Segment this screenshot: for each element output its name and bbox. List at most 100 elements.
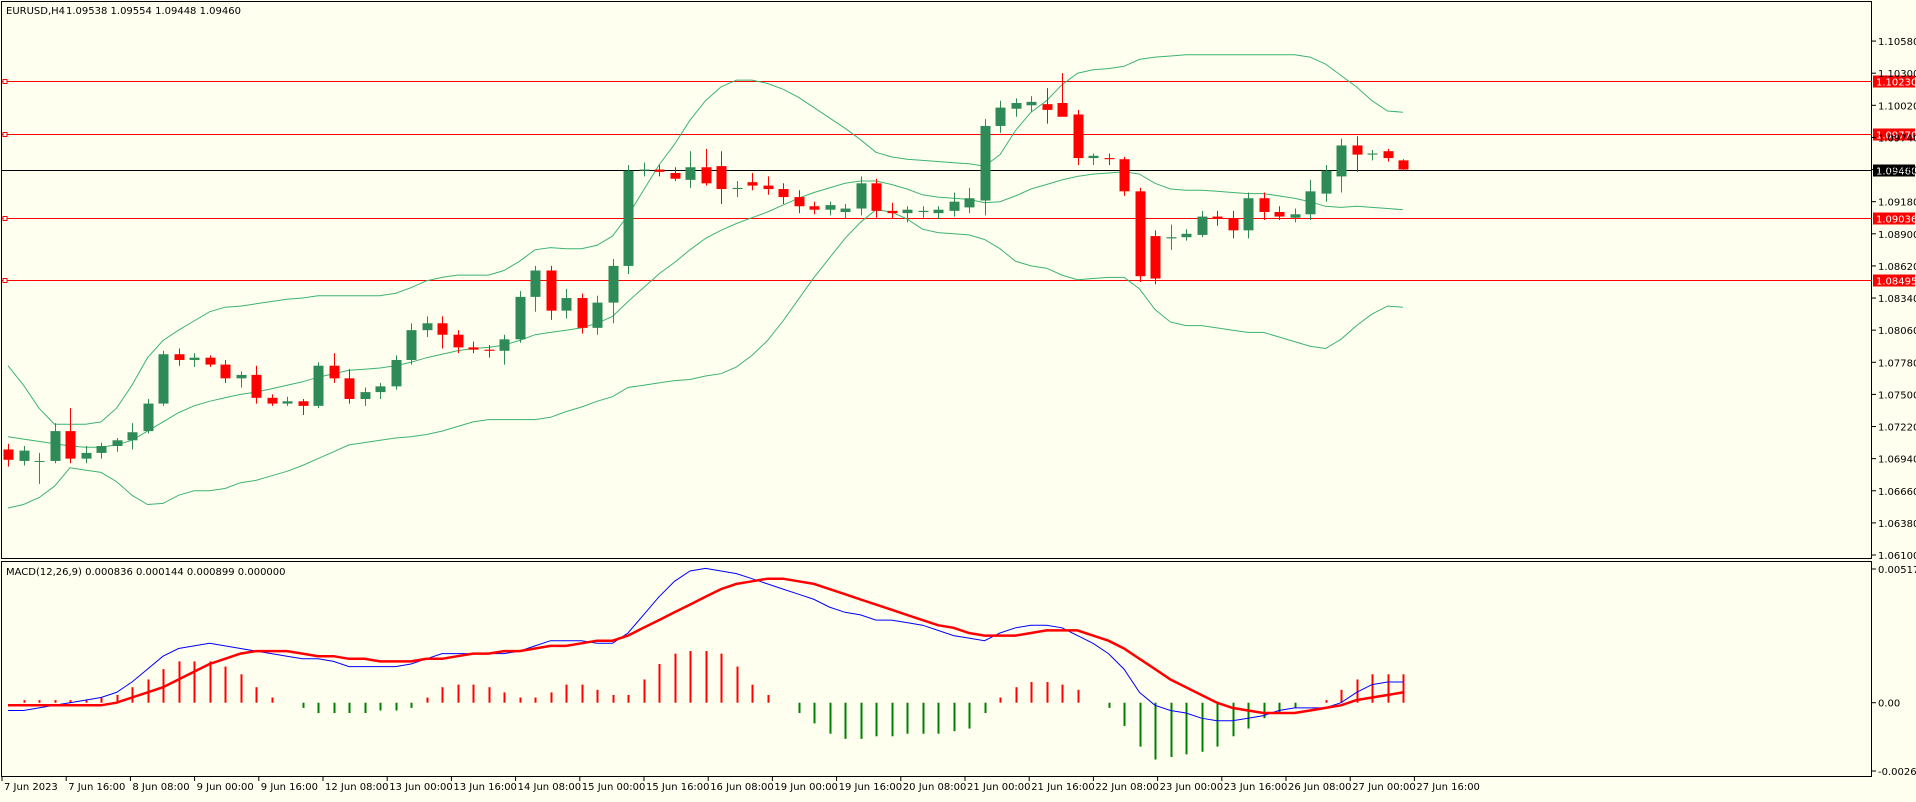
level-anchor-marker: [2, 79, 8, 84]
candle-bullish: [1166, 224, 1177, 250]
candle-bearish: [1352, 136, 1363, 172]
candle-body: [189, 357, 200, 360]
candle-body: [995, 107, 1006, 126]
price-axis-label: 1.06380: [1878, 519, 1916, 530]
candle-bearish: [1150, 230, 1161, 285]
candle-body: [530, 270, 541, 297]
price-level-label: 1.09036: [1876, 215, 1916, 226]
candle-body: [778, 189, 789, 198]
candle-body: [949, 201, 960, 211]
candle-body: [251, 374, 262, 398]
candle-bullish: [422, 316, 433, 338]
candle-bullish: [1088, 153, 1099, 165]
time-axis-label: 12 Jun 08:00: [325, 782, 389, 793]
time-axis-label: 9 Jun 00:00: [197, 782, 254, 793]
candle-body: [1259, 198, 1270, 212]
candle-bullish: [406, 323, 417, 365]
candle-bearish: [1104, 153, 1115, 165]
chart-header-symbol: EURUSD,H4: [6, 6, 65, 17]
candle-bearish: [778, 183, 789, 204]
candle-body: [747, 182, 758, 186]
candle-body: [515, 296, 526, 340]
candle-body: [1290, 214, 1301, 218]
candle-body: [546, 270, 557, 311]
candle-bearish: [174, 348, 185, 366]
candle-bullish: [561, 288, 572, 319]
candle-body: [561, 298, 572, 311]
candle-bullish: [980, 119, 991, 216]
candle-body: [1352, 145, 1363, 155]
candle-bullish: [1290, 208, 1301, 223]
candle-bearish: [670, 167, 681, 182]
candle-bullish: [515, 291, 526, 343]
candle-body: [763, 185, 774, 190]
candle-body: [918, 210, 929, 212]
candle-bullish: [933, 206, 944, 219]
candle-bullish: [530, 265, 541, 312]
price-axis-label: 1.06100: [1878, 551, 1916, 562]
macd-axis-label: 0.00: [1878, 699, 1900, 710]
candle-body: [1119, 159, 1130, 192]
candle-bullish: [1243, 192, 1254, 239]
price-axis-label: 1.10020: [1878, 101, 1916, 112]
time-axis-label: 7 Jun 2023: [4, 782, 58, 793]
candle-body: [716, 166, 727, 190]
candle-bearish: [1073, 109, 1084, 165]
candle-bullish: [1336, 138, 1347, 193]
macd-axis-label: 0.005177: [1878, 565, 1916, 576]
candle-body: [127, 432, 138, 441]
candle-body: [732, 187, 743, 190]
candle-bullish: [825, 201, 836, 216]
macd-panel-frame: [1, 561, 1872, 777]
candle-bullish: [1181, 229, 1192, 241]
candle-body: [1243, 198, 1254, 231]
price-axis-label: 1.08900: [1878, 230, 1916, 241]
candle-body: [468, 347, 479, 350]
time-axis-label: 19 Jun 00:00: [774, 782, 838, 793]
candle-bullish: [19, 446, 30, 466]
candle-body: [1166, 237, 1177, 239]
candle-body: [701, 167, 712, 184]
candle-bearish: [468, 341, 479, 354]
candle-bullish: [158, 350, 169, 406]
macd-axis-label: -0.002644: [1878, 767, 1916, 778]
candle-body: [1150, 236, 1161, 279]
candle-body: [1274, 211, 1285, 217]
price-level-label: 1.09770: [1876, 131, 1916, 142]
candle-bullish: [623, 164, 634, 274]
candle-bearish: [887, 202, 898, 219]
candle-bullish: [732, 181, 743, 198]
candle-body: [499, 339, 510, 351]
candle-body: [422, 323, 433, 331]
price-axis-label: 1.07220: [1878, 423, 1916, 434]
price-axis-label: 1.08620: [1878, 262, 1916, 273]
candle-bearish: [298, 398, 309, 416]
time-axis-label: 23 Jun 16:00: [1224, 782, 1288, 793]
candle-bearish: [1383, 148, 1394, 162]
candle-body: [856, 183, 867, 209]
candle-bearish: [3, 443, 14, 467]
candle-bullish: [127, 423, 138, 450]
candle-body: [174, 354, 185, 360]
candle-body: [65, 431, 76, 459]
price-axis-label: 1.09180: [1878, 198, 1916, 209]
time-axis-label: 21 Jun 16:00: [1031, 782, 1095, 793]
bollinger-lower-band: [7, 209, 1404, 509]
price-level-tag: [1873, 128, 1915, 141]
candle-bearish: [794, 190, 805, 214]
candle-bearish: [1057, 73, 1068, 117]
macd-header-label: MACD(12,26,9) 0.000836 0.000144 0.000899…: [6, 567, 286, 578]
candle-body: [1026, 101, 1037, 106]
candle-body: [1011, 103, 1022, 109]
candle-body: [1336, 145, 1347, 177]
candle-bearish: [1119, 156, 1130, 196]
candle-body: [670, 172, 681, 179]
candle-bullish: [1367, 150, 1378, 161]
candle-bullish: [143, 398, 154, 434]
candle-bearish: [701, 148, 712, 186]
candle-bearish: [763, 176, 774, 195]
price-axis-label: 1.09460: [1878, 166, 1916, 177]
candle-body: [220, 364, 231, 379]
